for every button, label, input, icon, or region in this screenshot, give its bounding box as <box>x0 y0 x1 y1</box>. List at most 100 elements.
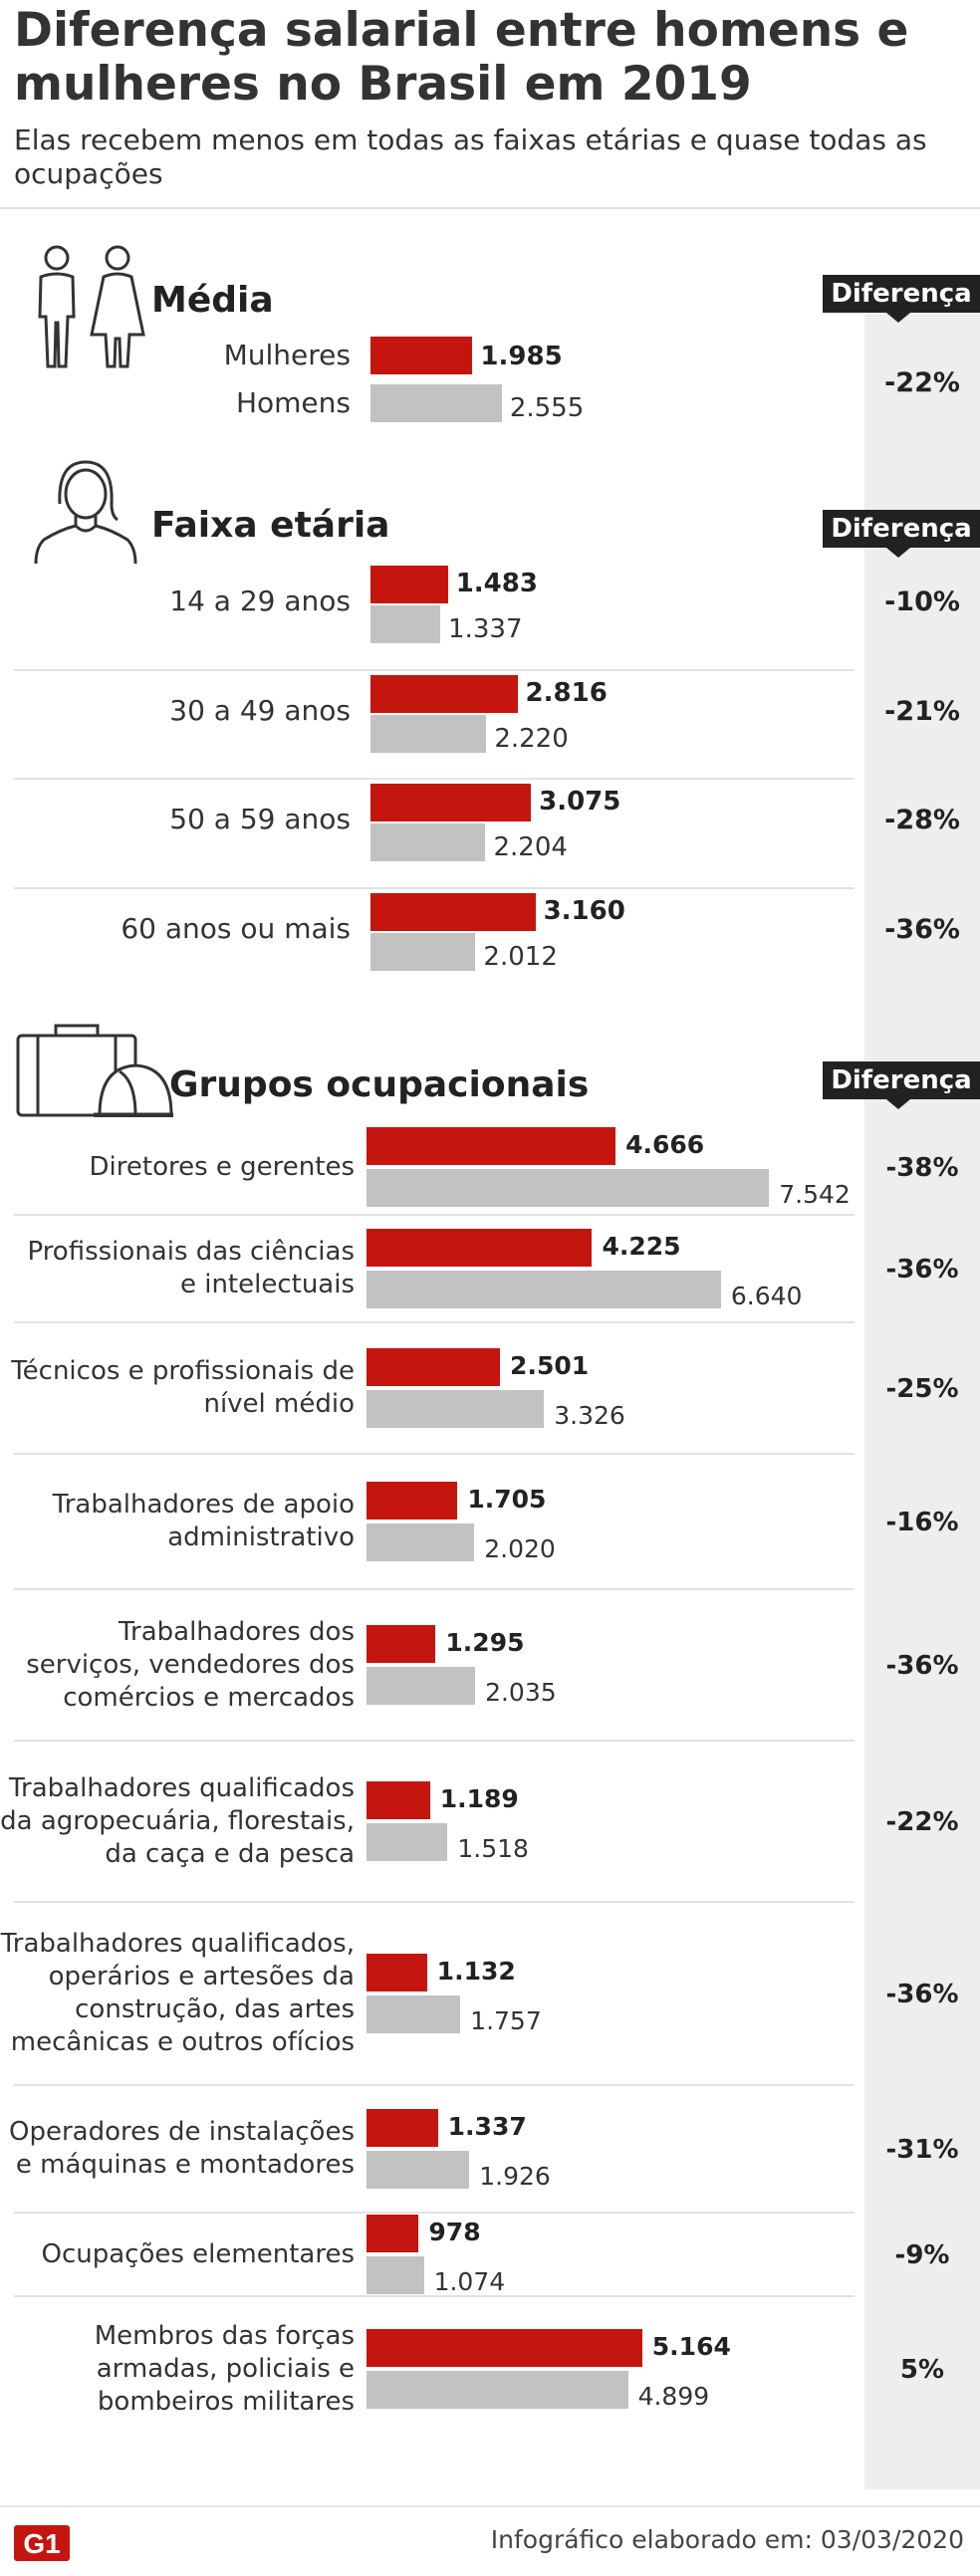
difference-header: Diferença <box>823 1061 980 1109</box>
row-separator <box>14 1214 855 1216</box>
row-label-line: da caça e da pesca <box>105 1838 355 1869</box>
row-label-line: da agropecuária, florestais, <box>0 1805 355 1836</box>
people-icon <box>38 245 145 368</box>
difference-value: 5% <box>899 2355 945 2385</box>
logo-text: G1 <box>23 2528 60 2559</box>
bar-homens <box>370 823 486 861</box>
credit-text: Infográfico elaborado em: 03/03/2020 <box>490 2525 964 2554</box>
bar-mulheres <box>370 892 536 931</box>
bar-mulheres <box>367 2215 419 2252</box>
difference-value: -28% <box>884 805 960 835</box>
bar-homens <box>370 714 487 753</box>
row-label: 30 a 49 anos <box>169 693 351 727</box>
bar-mulheres <box>370 674 518 713</box>
row-label-line: Operadores de instalações <box>9 2117 355 2147</box>
row-label-line: comércios e mercados <box>63 1682 355 1713</box>
row-separator <box>14 1588 855 1590</box>
row-label-line: Membros das forças <box>94 2320 355 2351</box>
value-label: 1.926 <box>479 2162 551 2191</box>
value-label: 1.705 <box>467 1485 547 1514</box>
page-subtitle: Elas recebem menos em todas as faixas et… <box>14 123 927 190</box>
bar-homens <box>367 1995 461 2033</box>
bar-homens <box>367 2371 628 2409</box>
row-label: Homens <box>235 386 351 419</box>
row-label: Mulheres <box>223 339 351 371</box>
row-label-line: Técnicos e profissionais de <box>11 1356 355 1386</box>
value-label: 2.555 <box>509 393 585 423</box>
difference-value: -36% <box>885 1651 959 1681</box>
bar-mulheres <box>367 1127 616 1165</box>
difference-value: -9% <box>894 2240 950 2270</box>
bar-homens <box>367 1667 476 1705</box>
difference-value: -36% <box>884 913 960 945</box>
value-label: 1.483 <box>455 569 538 598</box>
bar-mulheres <box>367 1348 501 1386</box>
row-label: Operadores de instalações e máquinas e mo… <box>9 2116 355 2182</box>
difference-value: -16% <box>885 1508 959 1537</box>
difference-header: Diferença <box>823 275 980 323</box>
row-label: Técnicos e profissionais de nível médio <box>11 1355 355 1421</box>
bar-mulheres <box>367 2329 642 2367</box>
g1-logo: G1 <box>14 2525 70 2561</box>
bar-mulheres <box>367 1482 458 1520</box>
row-separator <box>14 1453 855 1455</box>
bar-homens <box>367 1823 448 1861</box>
value-label: 978 <box>428 2218 481 2246</box>
row-label-line: construção, das artes <box>75 1994 355 2024</box>
row-separator <box>14 668 855 671</box>
difference-value: -36% <box>885 1980 959 2009</box>
difference-value: -21% <box>884 695 960 727</box>
row-label-line: Diretores e gerentes <box>89 1151 355 1182</box>
value-label: 2.204 <box>493 832 568 862</box>
row-label: Profissionais das ciências e intelectuais <box>27 1236 355 1301</box>
value-label: 1.337 <box>448 614 523 644</box>
row-separator <box>14 778 855 780</box>
page-title: Diferença salarial entre homens e mulher… <box>14 3 909 112</box>
section-title-media: Média <box>151 280 274 321</box>
value-label: 3.075 <box>539 787 621 817</box>
section-title-grupos: Grupos ocupacionais <box>169 1064 590 1105</box>
bar-mulheres <box>370 784 532 821</box>
value-label: 2.220 <box>494 723 569 754</box>
row-label: Trabalhadores de apoio administrativo <box>53 1489 355 1554</box>
value-label: 2.501 <box>510 1351 590 1380</box>
value-label: 5.164 <box>651 2332 731 2361</box>
row-label: Trabalhadores dos serviços, vendedores do… <box>26 1616 355 1715</box>
row-label: Membros das forças armadas, policiais e bo… <box>95 2320 355 2419</box>
bar-homens <box>370 384 502 422</box>
row-label: Trabalhadores qualificados da agropecuári… <box>0 1772 355 1871</box>
value-label: 1.295 <box>445 1628 525 1657</box>
briefcase-hardhat-icon <box>16 1024 173 1117</box>
difference-column <box>864 289 980 2489</box>
row-label-line: nível médio <box>203 1389 355 1419</box>
row-label-line: armadas, policiais e <box>96 2353 355 2384</box>
bar-mulheres <box>367 2109 438 2147</box>
bar-homens <box>367 1523 475 1561</box>
bar-homens <box>367 2256 424 2294</box>
row-separator <box>14 2212 855 2214</box>
row-label-line: Trabalhadores de apoio <box>52 1490 355 1520</box>
value-label: 4.899 <box>637 2382 710 2411</box>
bar-homens <box>367 1169 770 1207</box>
bar-mulheres <box>370 337 473 374</box>
value-label: 7.542 <box>779 1180 851 1209</box>
difference-value: -25% <box>885 1374 959 1404</box>
bar-homens <box>370 932 476 971</box>
row-separator <box>14 1740 855 1742</box>
row-label-line: administrativo <box>167 1522 355 1552</box>
value-label: 1.337 <box>447 2112 527 2141</box>
row-label-line: operários e artesões da <box>48 1962 355 1991</box>
value-label: 1.757 <box>470 2006 542 2035</box>
header-divider <box>0 207 980 209</box>
row-label: 60 anos ou mais <box>121 911 351 945</box>
bar-homens <box>367 1271 721 1308</box>
row-label-line: e intelectuais <box>179 1270 355 1299</box>
difference-value: -22% <box>885 1807 959 1837</box>
row-label-line: Trabalhadores qualificados <box>8 1772 355 1803</box>
row-separator <box>14 1321 855 1323</box>
difference-value: -22% <box>884 367 960 398</box>
row-separator <box>14 1901 855 1903</box>
section-title-faixa-etaria: Faixa etária <box>151 505 390 546</box>
row-label-line: Profissionais das ciências <box>27 1237 355 1267</box>
